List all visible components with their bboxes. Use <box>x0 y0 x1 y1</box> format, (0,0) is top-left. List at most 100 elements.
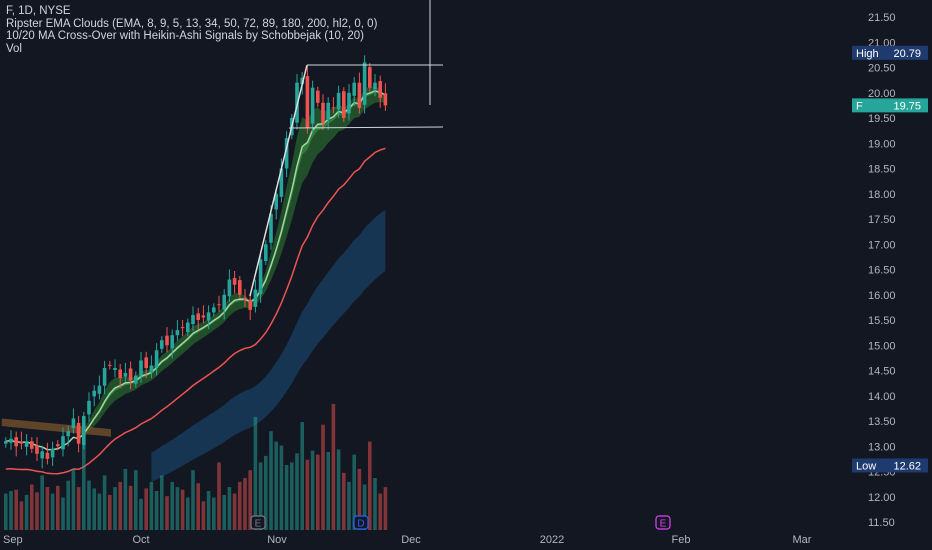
candle[interactable] <box>128 361 133 390</box>
candle[interactable] <box>30 437 34 453</box>
candle[interactable] <box>92 385 96 407</box>
candle[interactable] <box>76 415 81 453</box>
candle[interactable] <box>342 87 346 123</box>
candle[interactable] <box>284 131 289 178</box>
candle[interactable] <box>19 431 24 450</box>
candle[interactable] <box>102 360 107 395</box>
event-marker[interactable]: E <box>250 515 266 530</box>
candle[interactable] <box>180 320 185 337</box>
event-marker[interactable]: D <box>353 515 369 530</box>
candle[interactable] <box>191 306 195 332</box>
candle-body <box>326 102 330 120</box>
candle[interactable] <box>56 440 60 451</box>
candle[interactable] <box>97 375 102 400</box>
candle[interactable] <box>383 83 388 111</box>
volume-bar <box>97 493 102 530</box>
candle-body <box>342 91 346 118</box>
candle[interactable] <box>186 318 190 337</box>
candle[interactable] <box>50 441 55 466</box>
candle-body <box>336 92 341 110</box>
candle[interactable] <box>362 55 367 114</box>
candle[interactable] <box>9 430 13 450</box>
candle[interactable] <box>123 362 128 383</box>
candle[interactable] <box>45 442 50 465</box>
volume-bar <box>290 462 294 530</box>
candle[interactable] <box>144 351 148 379</box>
last-price-badge[interactable]: F 19.75 <box>852 98 928 113</box>
candle[interactable] <box>160 336 164 353</box>
volume-bar <box>102 475 107 530</box>
candle[interactable] <box>154 343 159 376</box>
time-tick-label: Dec <box>401 534 421 546</box>
candle-body <box>160 340 164 349</box>
candle[interactable] <box>227 269 232 302</box>
candle[interactable] <box>274 188 278 220</box>
drawing-tools[interactable] <box>249 0 444 297</box>
trend-line[interactable] <box>249 64 308 297</box>
time-axis[interactable]: Sep Oct Nov Dec 2022 Feb Mar <box>3 534 812 546</box>
volume-bar <box>134 470 138 530</box>
candle[interactable] <box>321 94 325 131</box>
candle[interactable] <box>175 320 180 341</box>
candle[interactable] <box>118 363 122 389</box>
candle[interactable] <box>248 294 252 320</box>
candle[interactable] <box>258 252 263 303</box>
candle[interactable] <box>232 271 237 294</box>
high-badge[interactable]: High 20.79 <box>852 45 928 60</box>
candle[interactable] <box>243 289 247 307</box>
legend-indicator-ma-crossover[interactable]: 10/20 MA Cross-Over with Heikin-Ashi Sig… <box>6 30 364 42</box>
candle[interactable] <box>165 327 169 353</box>
candle[interactable] <box>253 279 258 313</box>
candle[interactable] <box>170 329 174 359</box>
candle[interactable] <box>331 97 336 114</box>
candle[interactable] <box>113 359 117 378</box>
candle[interactable] <box>196 307 200 331</box>
candle[interactable] <box>24 434 29 456</box>
candle[interactable] <box>310 80 315 133</box>
candle[interactable] <box>40 445 44 469</box>
candle[interactable] <box>14 431 18 457</box>
low-badge[interactable]: Low 12.62 <box>852 458 928 473</box>
candle[interactable] <box>357 72 362 114</box>
candle[interactable] <box>201 305 206 324</box>
price-axis[interactable]: 21.5021.0020.5020.0019.5019.0018.5018.00… <box>852 12 928 529</box>
candle[interactable] <box>368 62 372 92</box>
candle[interactable] <box>264 240 268 265</box>
candle[interactable] <box>4 437 8 448</box>
candle[interactable] <box>206 305 211 330</box>
candle[interactable] <box>347 84 351 121</box>
candle[interactable] <box>212 303 216 317</box>
candle[interactable] <box>71 408 76 434</box>
candle[interactable] <box>139 351 143 383</box>
candle[interactable] <box>66 425 70 447</box>
candle[interactable] <box>326 97 330 131</box>
candle[interactable] <box>149 355 154 379</box>
candle[interactable] <box>336 85 341 118</box>
candle[interactable] <box>35 437 39 461</box>
candle[interactable] <box>82 411 86 450</box>
candle[interactable] <box>217 295 221 312</box>
candle[interactable] <box>134 371 138 388</box>
candle[interactable] <box>316 86 320 107</box>
candle[interactable] <box>87 392 91 422</box>
candle[interactable] <box>378 75 382 108</box>
candle[interactable] <box>61 427 65 457</box>
candle[interactable] <box>222 289 226 320</box>
candle[interactable] <box>373 74 377 97</box>
event-marker[interactable]: E <box>655 515 671 530</box>
legend-indicator-ema-clouds[interactable]: Ripster EMA Clouds (EMA, 8, 9, 5, 13, 34… <box>6 17 378 30</box>
candle[interactable] <box>305 65 310 134</box>
candlestick-series[interactable] <box>4 55 388 469</box>
volume-bar <box>274 441 278 530</box>
legend-indicator-volume[interactable]: Vol <box>6 42 22 55</box>
legend-symbol[interactable]: F, 1D, NYSE <box>6 5 71 17</box>
candle[interactable] <box>108 360 112 370</box>
event-marker-label: D <box>357 519 364 530</box>
range-bottom-line[interactable] <box>288 126 444 129</box>
candle[interactable] <box>238 276 242 299</box>
candle[interactable] <box>352 77 356 106</box>
volume-bar <box>118 481 122 530</box>
candle-body <box>50 448 55 458</box>
